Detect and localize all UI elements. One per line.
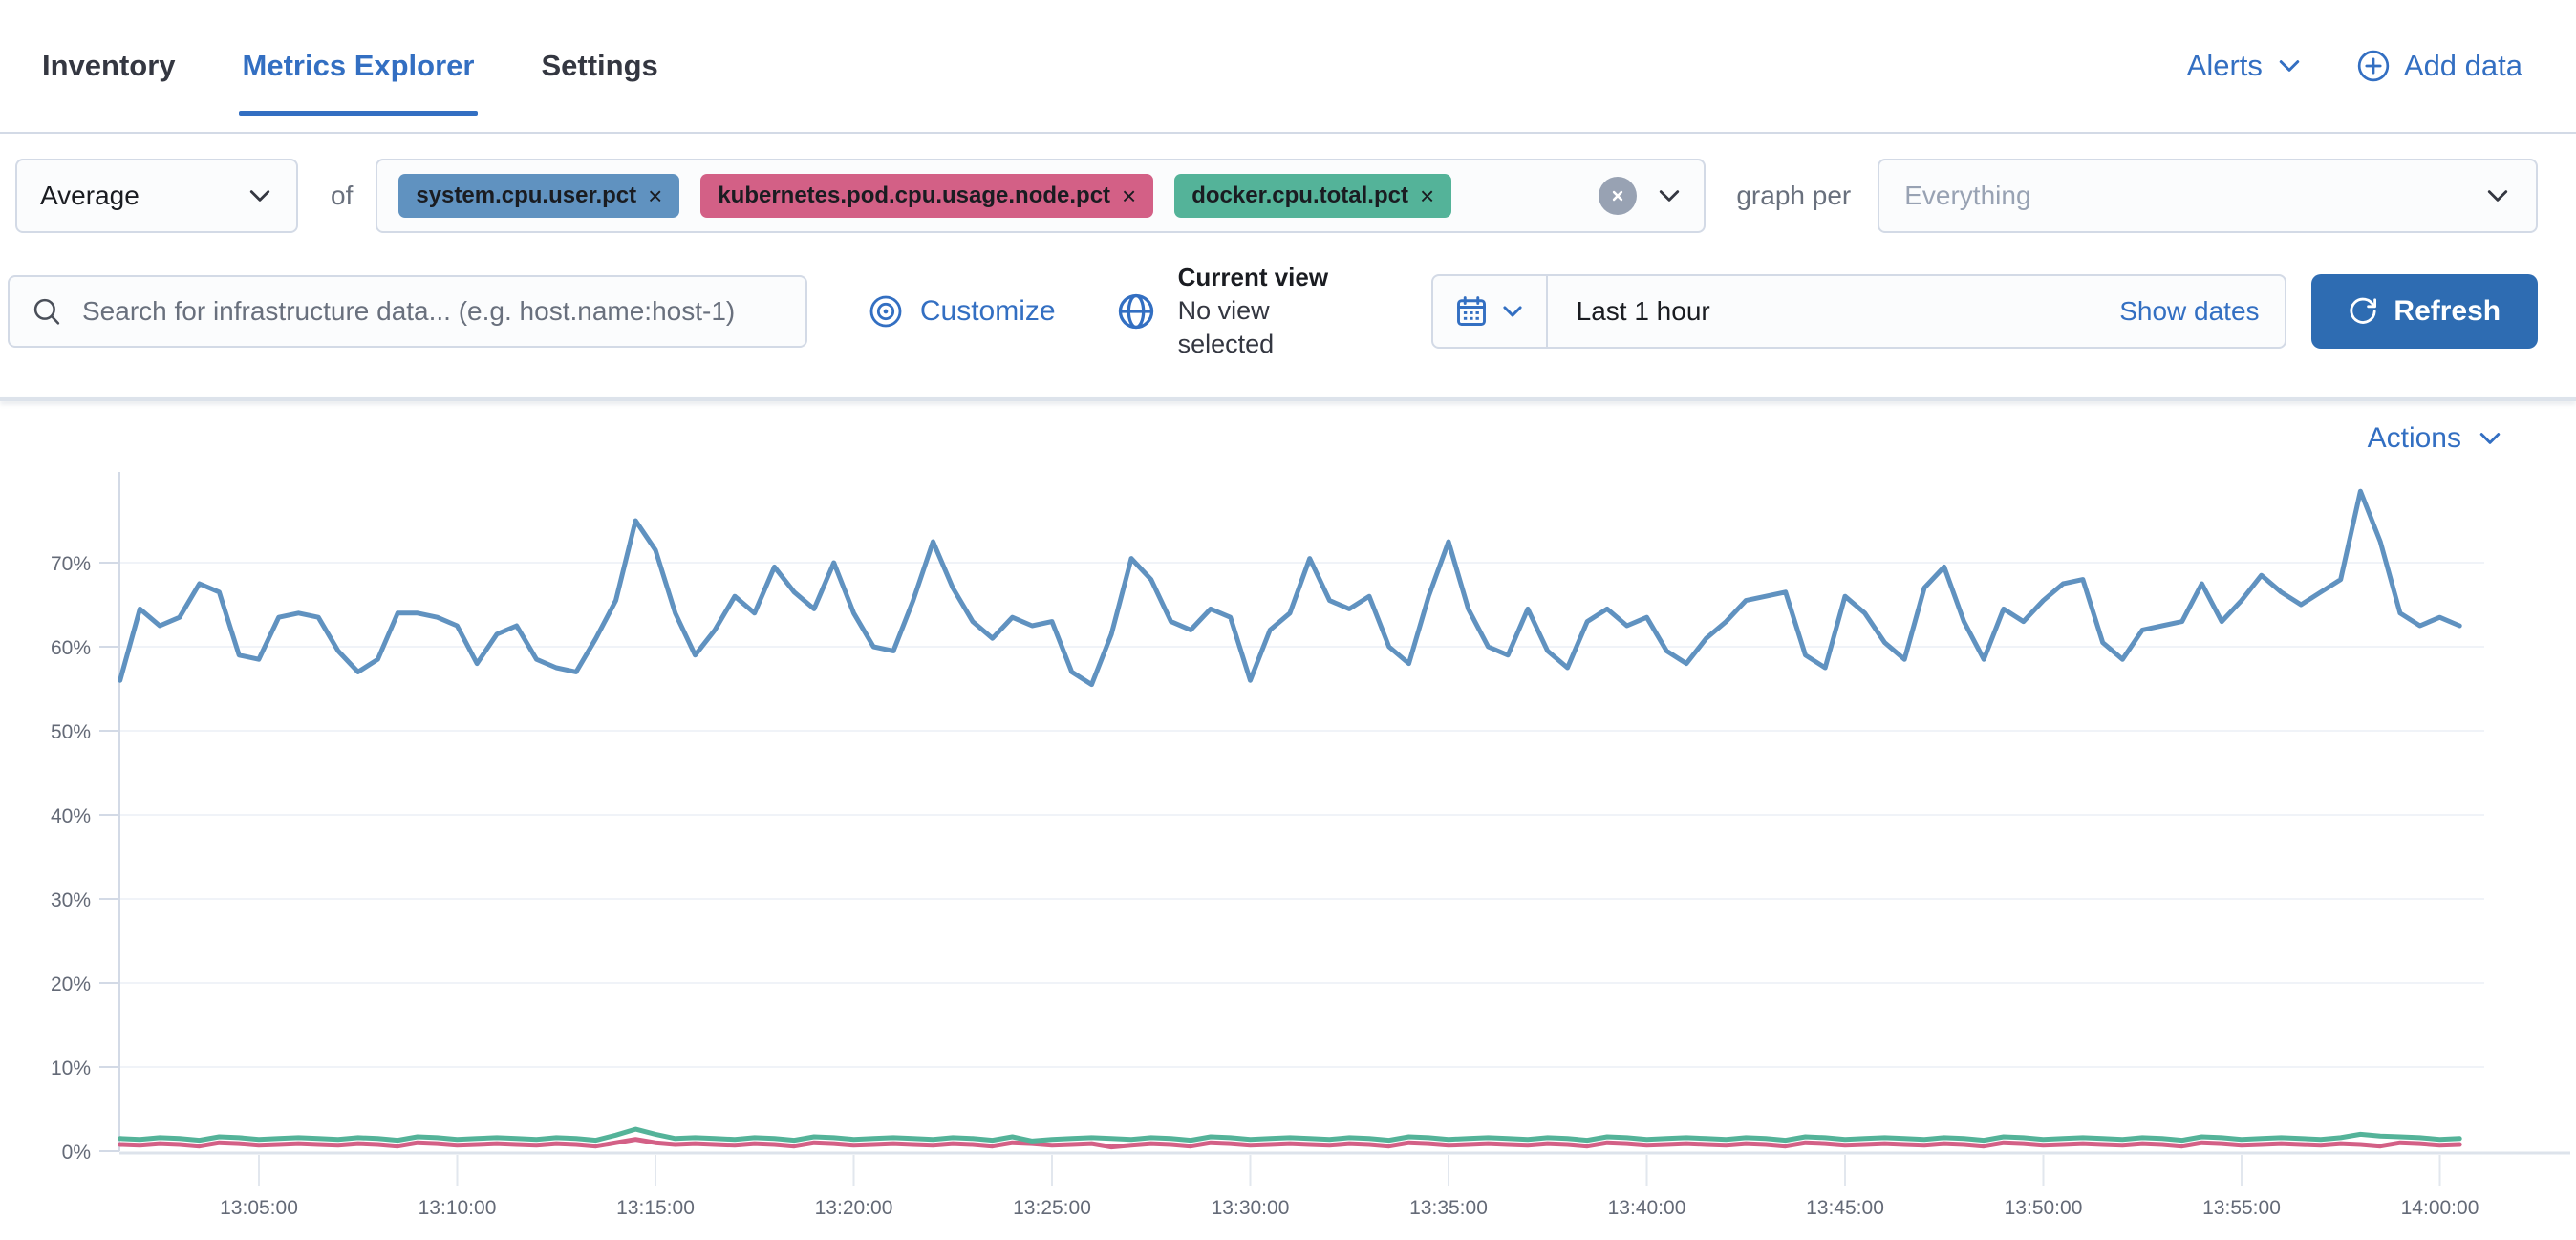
customize-label: Customize [919, 294, 1056, 327]
chevron-down-icon [1500, 299, 1525, 324]
metric-pill-system-cpu[interactable]: system.cpu.user.pct × [398, 174, 680, 218]
globe-icon [1115, 290, 1157, 332]
search-input[interactable] [82, 295, 784, 327]
chevron-down-icon [247, 182, 273, 209]
tab-metrics-explorer[interactable]: Metrics Explorer [238, 0, 479, 132]
search-box[interactable] [8, 274, 807, 348]
svg-text:14:00:00: 14:00:00 [2401, 1197, 2479, 1219]
metrics-chart-panel: Actions 0% 10% 20% 30% 40% 50% 60% 70% 13:05:00 1… [0, 401, 2576, 1236]
svg-text:60%: 60% [51, 637, 91, 659]
filter-bar: Customize Current view No view selected … [0, 233, 2576, 361]
current-view-control[interactable]: Current view No view selected [1115, 262, 1368, 361]
top-nav: Inventory Metrics Explorer Settings Aler… [0, 0, 2576, 134]
svg-text:13:55:00: 13:55:00 [2202, 1197, 2281, 1219]
tab-label: Settings [541, 49, 658, 82]
svg-text:13:20:00: 13:20:00 [815, 1197, 893, 1219]
tab-inventory[interactable]: Inventory [38, 0, 180, 132]
svg-text:30%: 30% [51, 889, 91, 911]
chevron-down-icon[interactable] [1656, 182, 1683, 209]
of-label: of [331, 181, 354, 210]
current-view-title: Current view [1177, 263, 1329, 291]
svg-text:70%: 70% [51, 553, 91, 575]
remove-metric-icon[interactable]: × [1122, 181, 1137, 210]
graph-per-select[interactable]: Everything [1878, 159, 2538, 233]
refresh-label: Refresh [2394, 294, 2501, 327]
svg-text:13:45:00: 13:45:00 [1806, 1197, 1884, 1219]
metric-pill-docker-cpu[interactable]: docker.cpu.total.pct × [1174, 174, 1452, 218]
current-view-value: No view selected [1177, 295, 1275, 358]
aggregation-select[interactable]: Average [15, 159, 298, 233]
show-dates-button[interactable]: Show dates [2119, 295, 2260, 326]
svg-text:13:10:00: 13:10:00 [419, 1197, 497, 1219]
customize-button[interactable]: Customize [867, 292, 1056, 331]
alerts-label: Alerts [2186, 49, 2263, 82]
remove-metric-icon[interactable]: × [648, 181, 663, 210]
svg-text:10%: 10% [51, 1058, 91, 1080]
nav-actions: Alerts Add data [2187, 0, 2522, 132]
tab-label: Metrics Explorer [242, 49, 475, 82]
svg-text:0%: 0% [62, 1142, 91, 1164]
metrics-combobox[interactable]: system.cpu.user.pct × kubernetes.pod.cpu… [376, 159, 1707, 233]
svg-text:50%: 50% [51, 721, 91, 743]
svg-text:13:35:00: 13:35:00 [1409, 1197, 1488, 1219]
svg-text:13:50:00: 13:50:00 [2005, 1197, 2083, 1219]
tab-label: Inventory [42, 49, 176, 82]
date-picker-quick-menu[interactable] [1433, 275, 1548, 347]
svg-text:13:30:00: 13:30:00 [1212, 1197, 1290, 1219]
add-data-button[interactable]: Add data [2356, 49, 2522, 83]
eye-icon [867, 292, 905, 331]
section-divider [0, 396, 2576, 401]
alerts-menu[interactable]: Alerts [2187, 49, 2303, 83]
svg-text:20%: 20% [51, 973, 91, 995]
svg-text:13:40:00: 13:40:00 [1608, 1197, 1686, 1219]
metric-pill-label: docker.cpu.total.pct [1191, 182, 1408, 208]
refresh-icon [2348, 296, 2378, 327]
add-data-label: Add data [2403, 49, 2522, 82]
graph-per-label: graph per [1736, 181, 1852, 210]
search-icon [31, 295, 63, 328]
chevron-down-icon [2477, 425, 2503, 452]
calendar-icon [1454, 294, 1489, 329]
graph-per-placeholder: Everything [1904, 181, 2031, 210]
svg-text:40%: 40% [51, 805, 91, 827]
tab-settings[interactable]: Settings [537, 0, 661, 132]
plus-circle-icon [2356, 49, 2391, 83]
svg-text:13:25:00: 13:25:00 [1013, 1197, 1091, 1219]
refresh-button[interactable]: Refresh [2310, 273, 2538, 349]
aggregation-value: Average [40, 181, 140, 210]
svg-text:13:15:00: 13:15:00 [616, 1197, 695, 1219]
actions-label: Actions [2367, 421, 2461, 454]
chart-actions-menu[interactable]: Actions [2368, 422, 2503, 455]
date-picker: Last 1 hour Show dates [1430, 273, 2286, 349]
metric-pill-label: system.cpu.user.pct [416, 182, 637, 208]
metric-toolbar: Average of system.cpu.user.pct × kuberne… [0, 134, 2576, 233]
chevron-down-icon [2484, 182, 2511, 209]
metrics-line-chart[interactable]: 0% 10% 20% 30% 40% 50% 60% 70% 13:05:00 13:10:00 1… [0, 401, 2576, 1236]
tab-bar: Inventory Metrics Explorer Settings [38, 0, 662, 132]
metric-pill-kubernetes-pod-cpu[interactable]: kubernetes.pod.cpu.usage.node.pct × [700, 174, 1154, 218]
remove-metric-icon[interactable]: × [1419, 181, 1435, 210]
svg-text:13:05:00: 13:05:00 [220, 1197, 298, 1219]
clear-metrics-button[interactable] [1599, 177, 1638, 215]
chevron-down-icon [2276, 53, 2303, 79]
metric-pill-label: kubernetes.pod.cpu.usage.node.pct [718, 182, 1111, 208]
time-range-value[interactable]: Last 1 hour [1576, 295, 1710, 326]
